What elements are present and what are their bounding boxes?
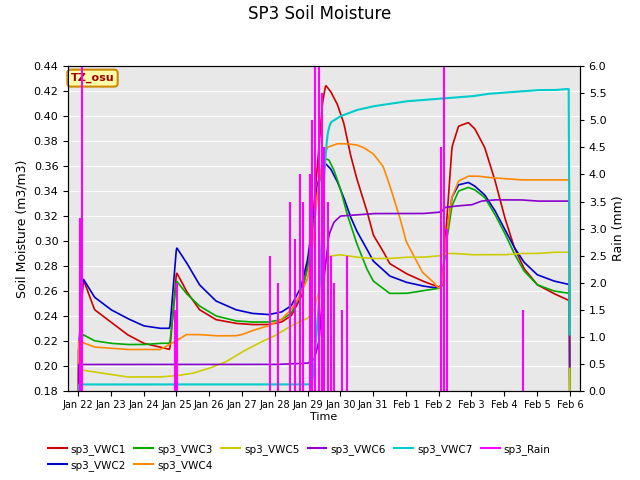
Legend: sp3_VWC1, sp3_VWC2, sp3_VWC3, sp3_VWC4, sp3_VWC5, sp3_VWC6, sp3_VWC7, sp3_Rain: sp3_VWC1, sp3_VWC2, sp3_VWC3, sp3_VWC4, …: [44, 439, 555, 475]
X-axis label: Time: Time: [310, 412, 337, 422]
Y-axis label: Soil Moisture (m3/m3): Soil Moisture (m3/m3): [15, 159, 28, 298]
Text: TZ_osu: TZ_osu: [70, 73, 115, 83]
Text: SP3 Soil Moisture: SP3 Soil Moisture: [248, 5, 392, 23]
Y-axis label: Rain (mm): Rain (mm): [612, 196, 625, 261]
